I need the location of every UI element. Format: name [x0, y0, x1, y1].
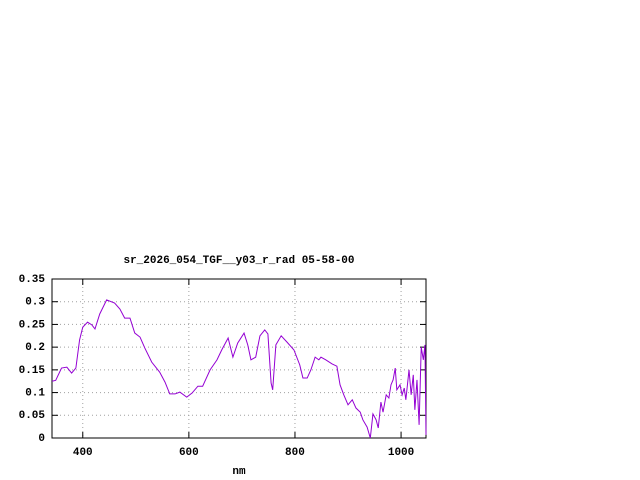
data-line [51, 299, 427, 439]
x-tick-label: 600 [179, 447, 199, 459]
plot-border [51, 278, 427, 439]
y-tick-label: 0.05 [19, 410, 46, 422]
x-axis-label: nm [232, 466, 246, 478]
y-tick-label: 0.3 [25, 297, 45, 309]
x-tick-label: 800 [285, 447, 305, 459]
y-tick-label: 0 [38, 433, 45, 445]
y-tick-label: 0.1 [25, 387, 45, 399]
y-tick-label: 0.35 [19, 274, 46, 286]
x-tick-label: 400 [73, 447, 93, 459]
y-tick-label: 0.2 [25, 342, 45, 354]
x-tick-label: 1000 [388, 447, 414, 459]
y-tick-label: 0.25 [19, 319, 46, 331]
y-tick-label: 0.15 [19, 365, 46, 377]
chart-title: sr_2026_054_TGF__y03_r_rad 05-58-00 [123, 255, 354, 267]
